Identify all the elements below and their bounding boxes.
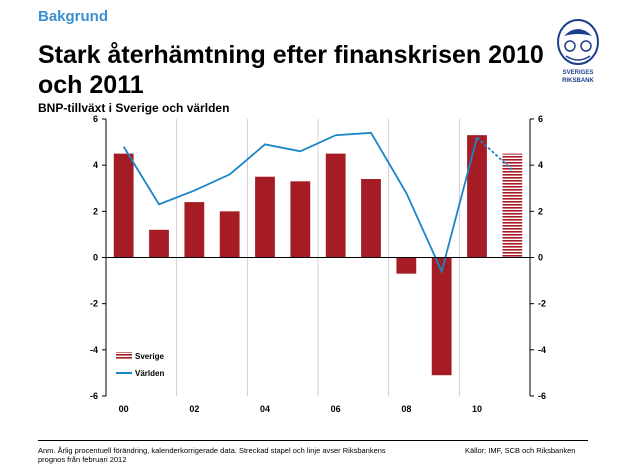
- varlden-line: [122, 131, 513, 275]
- x-tick-label: 10: [472, 404, 482, 414]
- sverige-bar: [290, 181, 311, 258]
- sverige-bar: [113, 153, 134, 258]
- legend-label-sverige: Sverige: [135, 352, 164, 361]
- legend-swatch-sverige: [116, 352, 132, 359]
- footnote: Anm. Årlig procentuell förändring, kalen…: [38, 446, 386, 464]
- legend: Sverige Världen: [116, 352, 164, 378]
- chart-subtitle: BNP-tillväxt i Sverige och världen: [38, 101, 230, 115]
- logo-line2: RIKSBANK: [562, 78, 594, 84]
- sverige-bar: [467, 135, 487, 258]
- sverige-bar: [431, 257, 452, 376]
- sverige-bar: [396, 257, 417, 274]
- sverige-bar: [361, 179, 381, 258]
- sverige-bars: [113, 135, 523, 376]
- y-tick-label-left: 4: [93, 160, 98, 170]
- source-note: Källor: IMF, SCB och Riksbanken: [465, 446, 576, 455]
- sverige-bar: [219, 211, 240, 258]
- section-label: Bakgrund: [38, 8, 109, 25]
- sverige-bar: [325, 153, 346, 258]
- y-tick-label-left: -2: [90, 299, 98, 309]
- logo-line1: SVERIGES: [563, 70, 594, 76]
- sverige-bar: [184, 202, 205, 258]
- sverige-bar: [149, 229, 169, 258]
- legend-label-varlden: Världen: [135, 369, 164, 378]
- y-tick-label-left: 2: [93, 206, 98, 216]
- x-tick-label: 04: [260, 404, 270, 414]
- gdp-chart: 6 64 42 20 0-2 -2-4 -4-6 -600 02 04 06 08 10 Sverige…: [90, 114, 546, 414]
- y-tick-label-right: -6: [538, 391, 546, 401]
- sverige-bar-forecast: [502, 153, 523, 258]
- varlden-line-forecast: [476, 136, 513, 171]
- y-tick-label-right: -2: [538, 299, 546, 309]
- x-tick-label: 00: [119, 404, 129, 414]
- y-tick-label-right: -4: [538, 345, 546, 355]
- y-tick-label-left: 0: [93, 253, 98, 263]
- y-tick-label-left: 6: [93, 114, 98, 124]
- footer-divider: [38, 440, 588, 441]
- x-tick-label: 02: [189, 404, 199, 414]
- y-tick-label-right: 0: [538, 253, 543, 263]
- y-tick-label-right: 2: [538, 206, 543, 216]
- x-tick-label: 06: [331, 404, 341, 414]
- y-tick-label-left: -4: [90, 345, 98, 355]
- y-tick-label-right: 4: [538, 160, 543, 170]
- axes: 6 64 42 20 0-2 -2-4 -4-6 -600 02 04 06 08 10: [90, 114, 546, 414]
- riksbank-logo: SVERIGES RIKSBANK: [557, 19, 599, 84]
- sverige-bar: [255, 176, 275, 258]
- y-tick-label-right: 6: [538, 114, 543, 124]
- varlden-line-actual: [122, 131, 478, 275]
- x-tick-label: 08: [401, 404, 411, 414]
- y-tick-label-left: -6: [90, 391, 98, 401]
- slide-title: Stark återhämtning efter finanskrisen 20…: [38, 41, 544, 99]
